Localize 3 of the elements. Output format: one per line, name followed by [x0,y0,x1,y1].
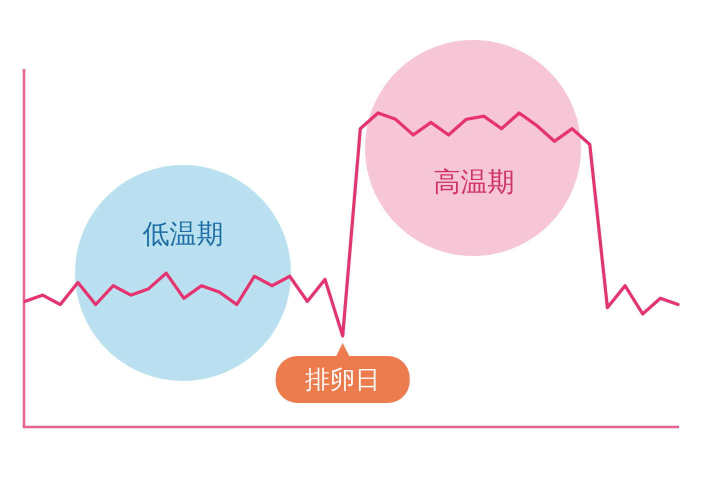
annotation: 排卵日 [305,366,380,394]
annotation: 低温期 [142,219,224,249]
annotation: 高温期 [434,167,514,197]
